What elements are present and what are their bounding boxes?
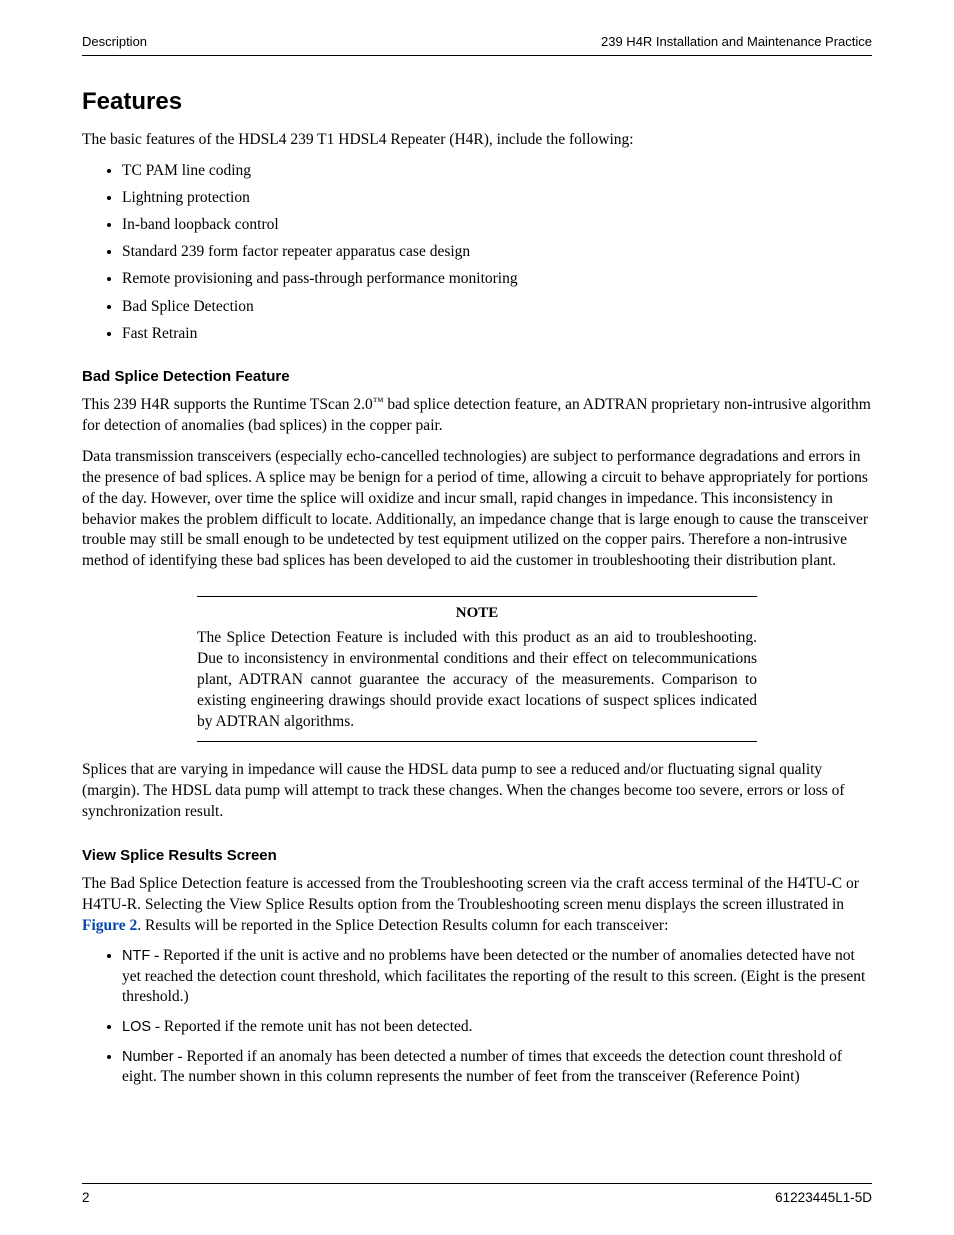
bad-splice-p2: Data transmission transceivers (especial… [82, 447, 872, 573]
list-item: Fast Retrain [122, 324, 872, 344]
list-item: In-band loopback control [122, 215, 872, 235]
view-splice-heading: View Splice Results Screen [82, 847, 872, 864]
result-term: NTF [122, 948, 150, 964]
header-left: Description [82, 34, 147, 49]
list-item: NTF - Reported if the unit is active and… [122, 946, 872, 1006]
features-list: TC PAM line coding Lightning protection … [82, 161, 872, 344]
figure-2-link[interactable]: Figure 2 [82, 917, 137, 934]
result-term: LOS [122, 1019, 151, 1035]
list-item: Lightning protection [122, 188, 872, 208]
header-right: 239 H4R Installation and Maintenance Pra… [601, 34, 872, 49]
text: This 239 H4R supports the Runtime TScan … [82, 396, 373, 413]
result-desc: - Reported if an anomaly has been detect… [122, 1048, 842, 1085]
text: . Results will be reported in the Splice… [137, 917, 668, 934]
section-title: Features [82, 88, 872, 116]
result-desc: - Reported if the unit is active and no … [122, 947, 865, 1004]
page-header: Description 239 H4R Installation and Mai… [82, 34, 872, 56]
page-content: Features The basic features of the HDSL4… [82, 56, 872, 1087]
result-desc: - Reported if the remote unit has not be… [151, 1018, 473, 1035]
page-footer: 2 61223445L1-5D [82, 1183, 872, 1205]
note-box: NOTE The Splice Detection Feature is inc… [197, 596, 757, 742]
bad-splice-p3: Splices that are varying in impedance wi… [82, 760, 872, 823]
bad-splice-heading: Bad Splice Detection Feature [82, 368, 872, 385]
intro-paragraph: The basic features of the HDSL4 239 T1 H… [82, 130, 872, 151]
note-title: NOTE [197, 605, 757, 622]
list-item: Standard 239 form factor repeater appara… [122, 242, 872, 262]
list-item: LOS - Reported if the remote unit has no… [122, 1017, 872, 1037]
list-item: TC PAM line coding [122, 161, 872, 181]
trademark-symbol: ™ [373, 396, 384, 408]
text: The Bad Splice Detection feature is acce… [82, 875, 859, 913]
document-number: 61223445L1-5D [775, 1190, 872, 1205]
page-number: 2 [82, 1190, 90, 1205]
note-body: The Splice Detection Feature is included… [197, 628, 757, 733]
list-item: Number - Reported if an anomaly has been… [122, 1047, 872, 1087]
bad-splice-p1: This 239 H4R supports the Runtime TScan … [82, 395, 872, 437]
list-item: Remote provisioning and pass-through per… [122, 269, 872, 289]
results-list: NTF - Reported if the unit is active and… [82, 946, 872, 1087]
list-item: Bad Splice Detection [122, 297, 872, 317]
view-splice-p1: The Bad Splice Detection feature is acce… [82, 874, 872, 937]
result-term: Number [122, 1049, 174, 1065]
